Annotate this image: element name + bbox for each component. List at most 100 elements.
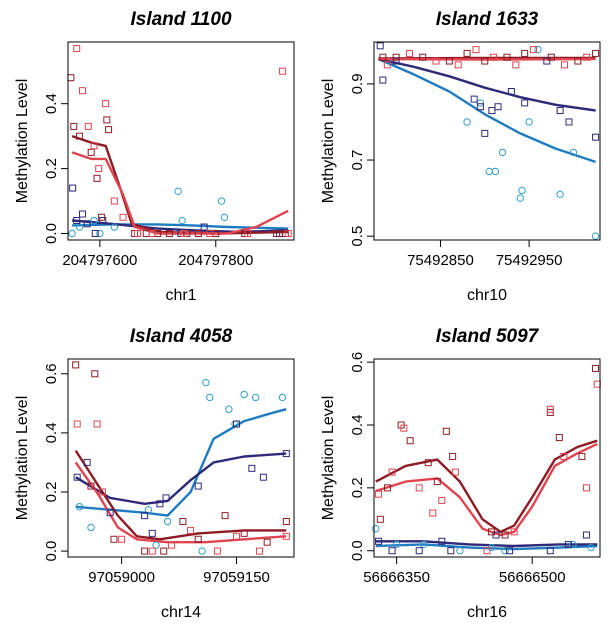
data-point	[103, 101, 109, 107]
data-point	[526, 119, 532, 125]
data-point	[257, 548, 263, 554]
data-point	[471, 96, 477, 102]
data-point	[464, 50, 470, 56]
data-point	[92, 371, 98, 377]
data-point	[593, 134, 599, 140]
y-tick-label: 0.9	[349, 73, 366, 94]
data-point	[579, 453, 585, 459]
data-point	[583, 485, 589, 491]
data-point	[74, 421, 80, 427]
data-point	[513, 62, 519, 68]
x-axis-label: chr16	[467, 604, 507, 621]
x-tick-label: 204797800	[178, 252, 253, 269]
y-tick-label: 0.4	[43, 93, 60, 114]
data-point	[145, 507, 151, 513]
data-point	[557, 191, 563, 197]
x-tick-label: 75492950	[496, 252, 563, 269]
y-tick-label: 0.2	[349, 477, 366, 498]
data-point	[489, 108, 495, 114]
data-point	[535, 46, 541, 52]
data-point	[380, 77, 386, 83]
data-point	[188, 527, 194, 533]
data-point	[283, 519, 289, 525]
data-point	[593, 50, 599, 56]
data-point	[74, 45, 80, 51]
smooth-line-navy	[76, 454, 287, 504]
data-point	[252, 394, 258, 400]
y-tick-label: 0.0	[43, 223, 60, 244]
data-point	[492, 168, 498, 174]
data-point	[179, 217, 185, 223]
data-point	[279, 394, 285, 400]
y-axis-label: Methylation Level	[14, 396, 31, 521]
data-point	[592, 233, 598, 239]
data-point	[149, 548, 155, 554]
data-point	[79, 88, 85, 94]
data-point	[556, 435, 562, 441]
plot-frame	[68, 42, 294, 240]
data-point	[214, 548, 220, 554]
y-tick-label: 0.0	[349, 540, 366, 561]
data-point	[88, 149, 94, 155]
data-point	[519, 187, 525, 193]
data-point	[85, 123, 91, 129]
data-point	[106, 127, 112, 133]
data-point	[448, 548, 454, 554]
y-tick-label: 0.4	[43, 422, 60, 443]
data-point	[96, 166, 102, 172]
data-point	[234, 533, 240, 539]
data-point	[443, 428, 449, 434]
data-point	[249, 465, 255, 471]
data-point	[199, 548, 205, 554]
data-point	[416, 548, 422, 554]
x-tick-label: 97059000	[88, 569, 155, 586]
data-point	[389, 548, 395, 554]
data-point	[562, 62, 568, 68]
smooth-line-light-red	[72, 152, 288, 233]
x-axis-label: chr1	[165, 287, 196, 304]
data-point	[264, 539, 270, 545]
data-point	[94, 421, 100, 427]
x-tick-label: 204797600	[62, 252, 137, 269]
data-point	[522, 100, 528, 106]
data-point	[195, 483, 201, 489]
data-point	[457, 548, 463, 554]
data-point	[377, 43, 383, 49]
data-point	[486, 168, 492, 174]
x-tick-label: 56666350	[363, 569, 430, 586]
data-point	[455, 62, 461, 68]
data-point	[473, 47, 479, 53]
data-point	[120, 214, 126, 220]
data-point	[406, 50, 412, 56]
data-point	[97, 230, 103, 236]
y-axis-label: Methylation Level	[320, 396, 337, 521]
y-tick-label: 0.6	[349, 352, 366, 373]
panel-title: Island 1633	[436, 9, 539, 30]
data-point	[119, 536, 125, 542]
data-point	[279, 68, 285, 74]
y-tick-label: 0.7	[349, 150, 366, 171]
data-point	[142, 548, 148, 554]
y-tick-label: 0.0	[43, 541, 60, 562]
smooth-line-dark-red	[376, 441, 598, 532]
data-point	[499, 149, 505, 155]
data-point	[566, 119, 572, 125]
data-point	[222, 513, 228, 519]
plot-frame	[68, 359, 294, 557]
plot-frame	[374, 359, 600, 557]
x-axis-label: chr14	[161, 604, 201, 621]
data-point	[111, 198, 117, 204]
y-axis-label: Methylation Level	[320, 79, 337, 204]
x-axis-label: chr10	[467, 287, 507, 304]
data-point	[207, 394, 213, 400]
y-tick-label: 0.6	[43, 363, 60, 384]
data-point	[482, 130, 488, 136]
data-point	[149, 530, 155, 536]
data-point	[164, 518, 170, 524]
data-point	[517, 195, 523, 201]
data-point	[73, 362, 79, 368]
